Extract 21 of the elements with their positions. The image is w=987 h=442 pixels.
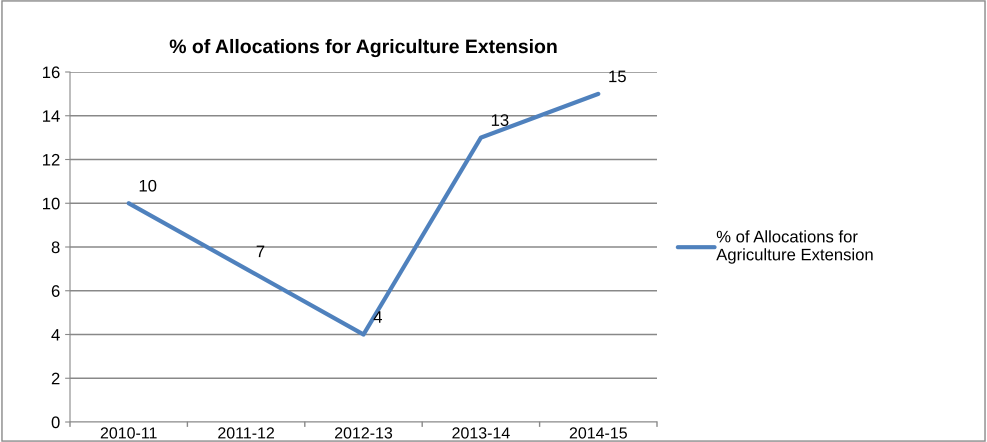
y-tick-label: 2	[52, 372, 60, 384]
y-tick-label: 6	[52, 285, 60, 297]
y-tick-label: 4	[51, 329, 60, 341]
x-tick-label: 2013-14	[452, 427, 510, 439]
x-tick-label: 2010-11	[100, 427, 157, 439]
legend-label: % of Allocations for Agriculture Extension	[716, 230, 873, 264]
y-tick-label: 10	[43, 198, 60, 210]
data-label: 13	[492, 114, 508, 126]
y-tick-label: 8	[52, 241, 60, 254]
x-tick-label: 2011-12	[218, 427, 274, 439]
y-tick-label: 16	[43, 66, 60, 78]
chart-title: % of Allocations for Agriculture Extension	[170, 38, 557, 58]
x-tick-label: 2012-13	[335, 427, 392, 439]
data-label: 15	[609, 70, 626, 82]
y-tick-label: 12	[43, 154, 60, 166]
y-tick-label: 0	[52, 416, 60, 428]
data-label: 7	[256, 246, 264, 258]
data-label: 10	[140, 180, 156, 192]
y-tick-label: 14	[43, 110, 60, 122]
line-series	[126, 92, 600, 337]
x-tick-label: 2014-15	[570, 427, 627, 439]
